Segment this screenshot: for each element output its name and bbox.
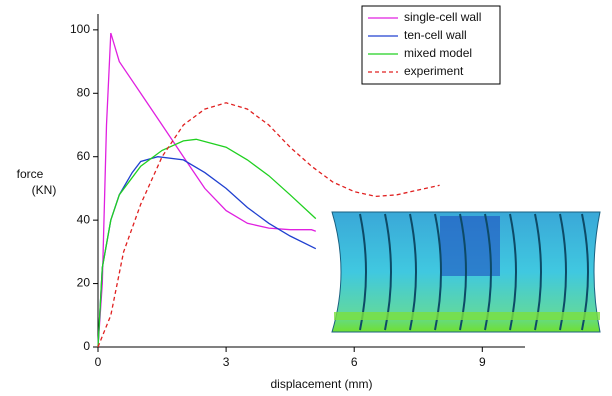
x-tick-label: 6	[351, 355, 358, 369]
y-tick-label: 20	[77, 276, 91, 290]
x-tick-label: 0	[95, 355, 102, 369]
series-line	[98, 33, 316, 347]
legend-label: experiment	[404, 64, 464, 78]
legend-label: single-cell wall	[404, 10, 481, 24]
y-axis-label: force	[17, 167, 44, 181]
y-tick-label: 80	[77, 85, 91, 99]
chart: 0 20 40 60 80 100 0 3 6 9 displacement (mm) force (K…	[0, 0, 612, 396]
x-axis-label: displacement (mm)	[270, 377, 372, 391]
legend: single-cell wall ten-cell wall mixed model…	[362, 6, 500, 84]
y-tick-label: 100	[70, 22, 90, 36]
series-line	[98, 157, 316, 347]
y-tick-label: 0	[83, 339, 90, 353]
x-tick-label: 3	[223, 355, 230, 369]
x-tick-label: 9	[479, 355, 486, 369]
y-axis-label: (KN)	[32, 183, 57, 197]
y-tick-label: 60	[77, 149, 91, 163]
y-tick-label: 40	[77, 212, 91, 226]
legend-label: ten-cell wall	[404, 28, 467, 42]
fe-model-image	[332, 212, 600, 332]
legend-label: mixed model	[404, 46, 472, 60]
series-line	[98, 139, 316, 347]
